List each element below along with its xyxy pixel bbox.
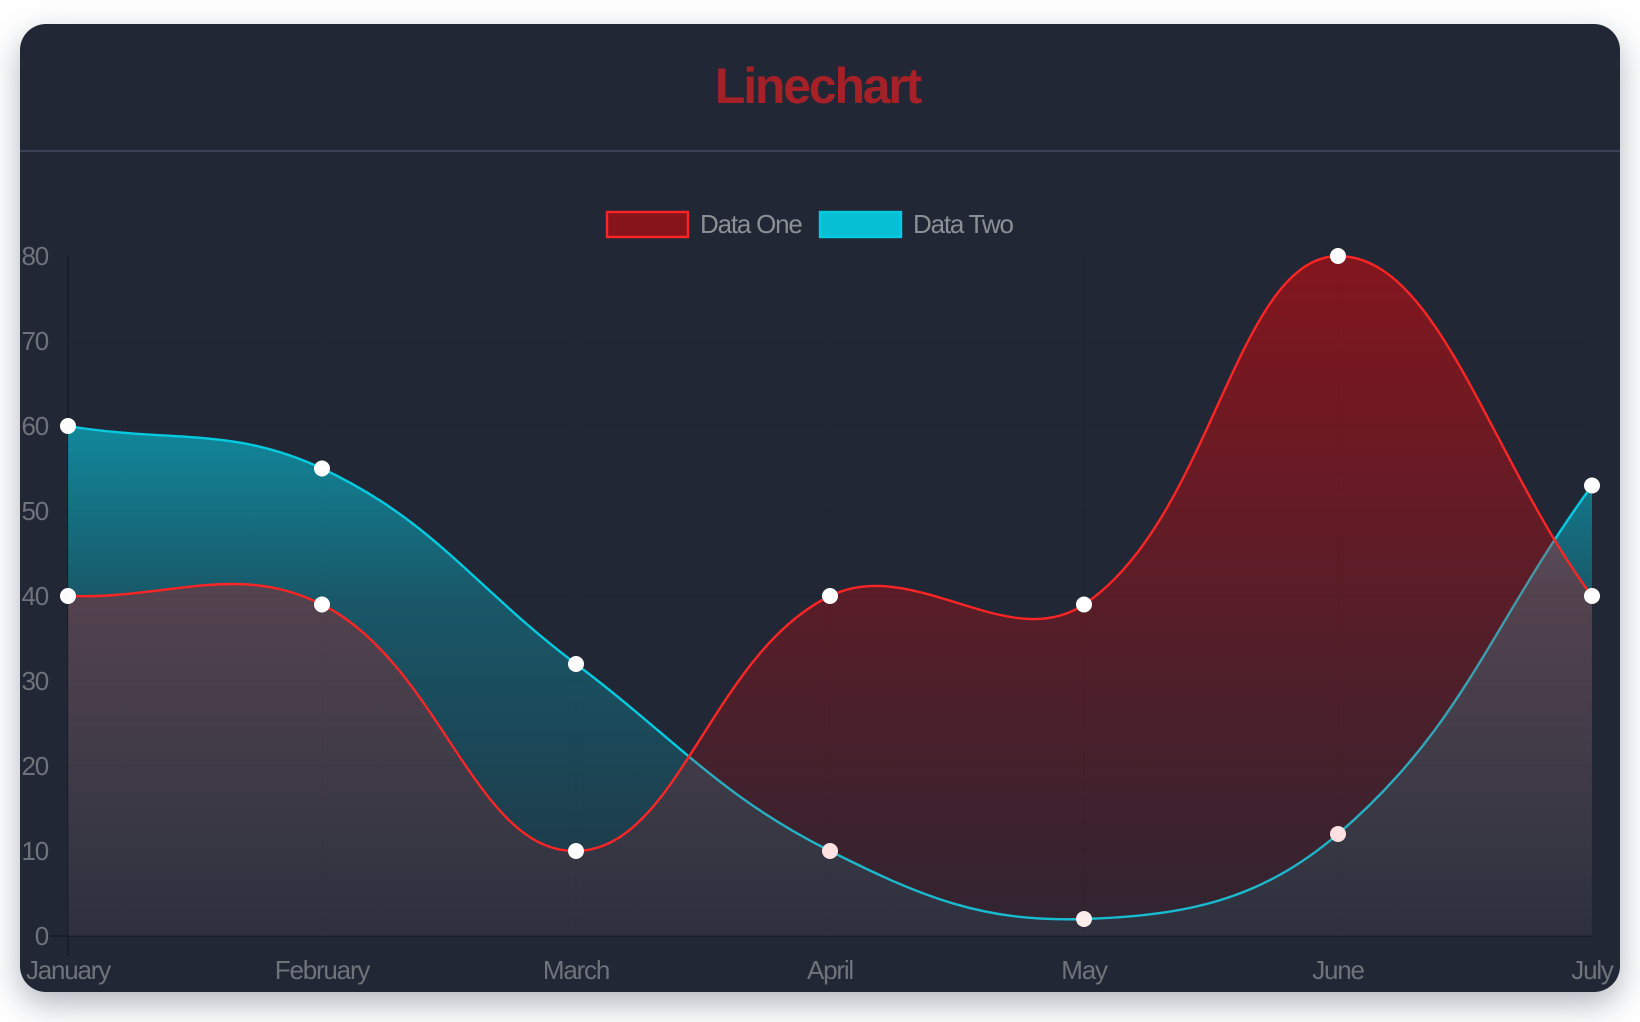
svg-text:40: 40 [21,581,48,611]
svg-text:0: 0 [35,921,49,951]
svg-text:April: April [807,955,853,985]
svg-text:10: 10 [21,836,48,866]
svg-text:70: 70 [21,326,48,356]
svg-text:June: June [1312,955,1364,985]
svg-text:Data Two: Data Two [913,209,1013,239]
svg-text:Data One: Data One [700,209,802,239]
svg-text:January: January [26,955,111,985]
svg-text:July: July [1571,955,1614,985]
svg-text:February: February [275,955,371,985]
svg-text:30: 30 [21,666,48,696]
svg-text:March: March [543,955,609,985]
svg-text:20: 20 [21,751,48,781]
svg-text:May: May [1061,955,1108,985]
svg-text:60: 60 [21,411,48,441]
svg-text:80: 80 [21,241,48,271]
svg-text:50: 50 [21,496,48,526]
